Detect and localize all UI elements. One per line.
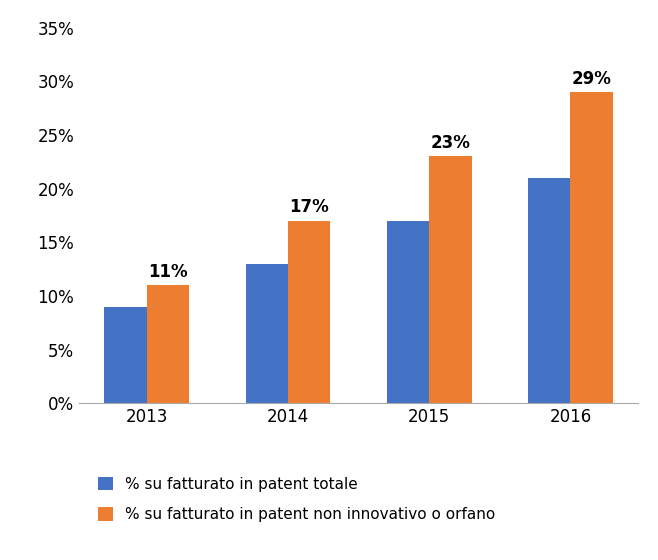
Text: 23%: 23% (430, 134, 470, 152)
Bar (528, 178, 570, 403)
Bar (288, 221, 330, 403)
Bar (147, 285, 189, 403)
Bar (245, 264, 288, 403)
Bar (105, 307, 147, 403)
Bar (429, 156, 472, 403)
Bar (387, 221, 429, 403)
Bar (570, 92, 613, 403)
Text: 17%: 17% (290, 198, 329, 217)
Text: 11%: 11% (148, 263, 188, 281)
Legend: % su fatturato in patent totale, % su fatturato in patent non innovativo o orfan: % su fatturato in patent totale, % su fa… (98, 477, 495, 522)
Text: 29%: 29% (572, 69, 611, 88)
